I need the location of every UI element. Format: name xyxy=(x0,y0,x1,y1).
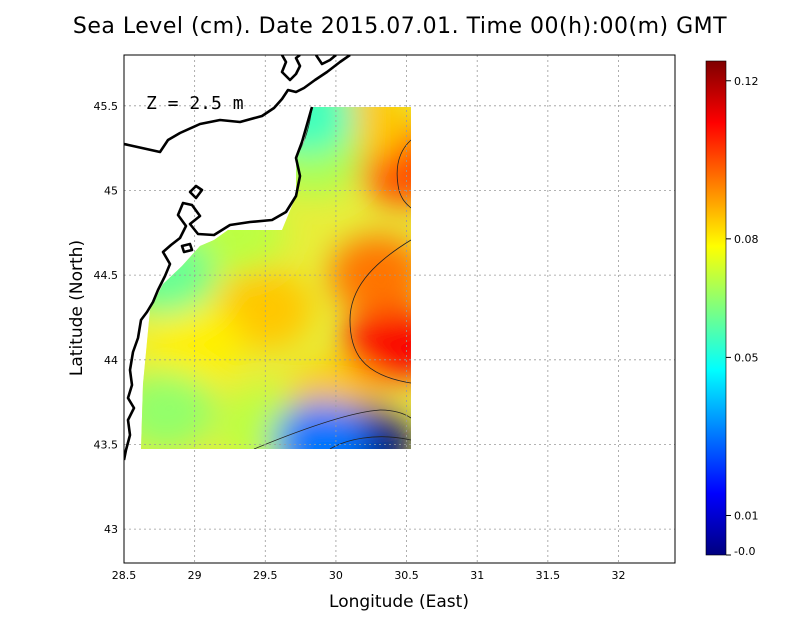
y-tick-label: 43.5 xyxy=(94,438,119,451)
plot-frame xyxy=(123,54,676,564)
colorbar-tick-label: 0.08 xyxy=(734,233,759,246)
x-tick-labels: 28.5 29 29.5 30 30.5 31 31.5 32 xyxy=(112,569,626,582)
grid-lines xyxy=(124,55,675,563)
contour-line xyxy=(329,436,411,449)
contour-line xyxy=(253,409,411,449)
coastline xyxy=(124,55,351,461)
x-tick-label: 31.5 xyxy=(536,569,561,582)
x-tick-label: 31 xyxy=(470,569,484,582)
y-axis-label: Latitude (North) xyxy=(67,240,87,376)
colorbar-tick-label: 0.01 xyxy=(734,509,759,522)
field-sample xyxy=(344,302,411,383)
x-tick-label: 29.5 xyxy=(253,569,278,582)
contour-line xyxy=(396,139,411,209)
y-tick-label: 45.5 xyxy=(94,100,119,113)
x-tick-label: 29 xyxy=(188,569,202,582)
field-sample xyxy=(217,269,314,349)
chart-title: Sea Level (cm). Date 2015.07.01. Time 00… xyxy=(72,14,728,39)
x-tick-label: 28.5 xyxy=(112,569,137,582)
colorbar xyxy=(705,60,727,556)
depth-annotation: Z = 2.5 m xyxy=(146,93,244,114)
y-tick-label: 44.5 xyxy=(94,269,119,282)
x-tick-label: 30 xyxy=(329,569,343,582)
y-tick-label: 45 xyxy=(104,184,118,197)
y-tick-label: 44 xyxy=(104,354,118,367)
x-tick-label: 30.5 xyxy=(394,569,419,582)
x-axis-label: Longitude (East) xyxy=(329,592,469,612)
x-tick-label: 32 xyxy=(611,569,625,582)
field-sample xyxy=(146,302,243,383)
field-sample xyxy=(330,235,411,316)
colorbar-tick-label: 0.05 xyxy=(734,351,759,364)
colorbar-tick-label: 0.12 xyxy=(734,75,759,88)
colorbar-tick-label: -0.0 xyxy=(734,545,755,558)
y-tick-labels: 43 43.5 44 44.5 45 45.5 xyxy=(94,100,119,536)
field-sample xyxy=(273,401,370,449)
y-tick-label: 43 xyxy=(104,523,118,536)
colorbar-tick-labels: 0.12 0.08 0.05 0.01 -0.0 xyxy=(726,75,759,558)
contour-line xyxy=(349,239,411,384)
